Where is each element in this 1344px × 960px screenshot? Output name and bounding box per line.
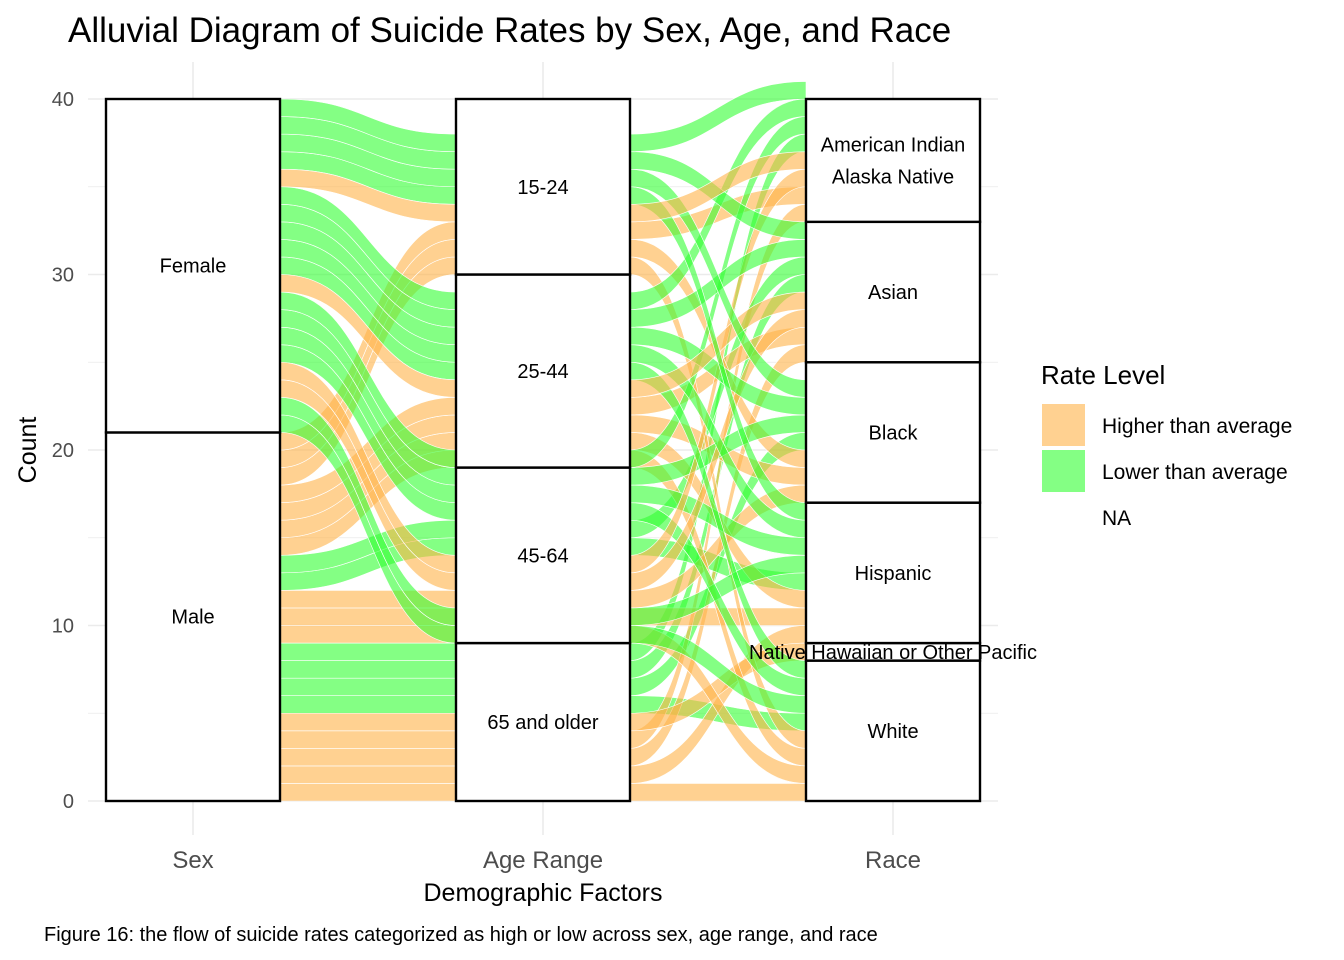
- flow-ribbon: [279, 748, 457, 767]
- stratum-box: [104, 97, 282, 434]
- y-tick-labels: 0 10 20 30 40: [52, 89, 74, 813]
- x-axis-label: Age Range: [483, 847, 603, 874]
- x-axis-title: Demographic Factors: [424, 879, 663, 907]
- strata-boxes: Male Female 65 and older 45-64 25-44 15-24 Whi…: [104, 97, 1037, 803]
- stratum-label: Native Hawaiian or Other Pacific: [749, 642, 1037, 664]
- x-axis-label: Race: [865, 847, 921, 874]
- stratum-label: Male: [171, 607, 214, 629]
- stratum-box: [104, 431, 282, 803]
- legend: Rate Level Higher than average Lower tha…: [1041, 360, 1292, 530]
- stratum-label: 25-44: [517, 361, 568, 383]
- stratum-box: [804, 97, 982, 224]
- flow-ribbon: [279, 730, 457, 749]
- y-tick-label: 30: [52, 265, 74, 287]
- stratum-box: [454, 466, 632, 645]
- stratum-label: Hispanic: [855, 563, 932, 585]
- stratum-label: Asian: [868, 282, 918, 304]
- flow-ribbon: [629, 783, 807, 802]
- legend-title: Rate Level: [1041, 360, 1165, 390]
- stratum-label: American Indian Alaska Native: [821, 134, 966, 188]
- flow-ribbon: [279, 712, 457, 732]
- figure-caption: Figure 16: the flow of suicide rates cat…: [44, 924, 878, 946]
- flow-ribbons: [279, 81, 807, 802]
- stratum-box: [454, 273, 632, 469]
- legend-key-higher: [1042, 404, 1085, 446]
- stratum-box: [804, 220, 982, 364]
- flow-ribbon: [279, 765, 457, 784]
- legend-label-lower: Lower than average: [1102, 461, 1288, 484]
- flow-ribbon: [279, 642, 457, 661]
- stratum-box: [454, 641, 632, 803]
- stratum-label: 65 and older: [487, 712, 599, 734]
- flow-ribbon: [279, 783, 457, 802]
- stratum-box: [454, 97, 632, 276]
- y-tick-label: 0: [63, 791, 74, 813]
- stratum-label: White: [867, 721, 918, 743]
- legend-label-higher: Higher than average: [1102, 415, 1292, 438]
- flow-ribbon: [279, 677, 457, 697]
- y-tick-label: 20: [52, 440, 74, 462]
- x-axis-label: Sex: [172, 847, 213, 874]
- stratum-label: Black: [869, 422, 919, 444]
- y-tick-label: 10: [52, 616, 74, 638]
- stratum-box: [804, 659, 982, 803]
- x-axis-labels: Sex Age Range Race: [172, 847, 921, 874]
- stratum-label: 45-64: [517, 545, 568, 567]
- flow-ribbon: [279, 660, 457, 679]
- stratum-label: 15-24: [517, 177, 568, 199]
- legend-label-na: NA: [1102, 507, 1131, 530]
- y-axis-title: Count: [14, 417, 42, 484]
- chart-title: Alluvial Diagram of Suicide Rates by Sex…: [68, 11, 951, 50]
- legend-key-lower: [1042, 450, 1085, 492]
- stratum-box: [804, 501, 982, 645]
- y-tick-label: 40: [52, 89, 74, 111]
- flow-ribbon: [279, 695, 457, 714]
- stratum-label: Female: [160, 256, 227, 278]
